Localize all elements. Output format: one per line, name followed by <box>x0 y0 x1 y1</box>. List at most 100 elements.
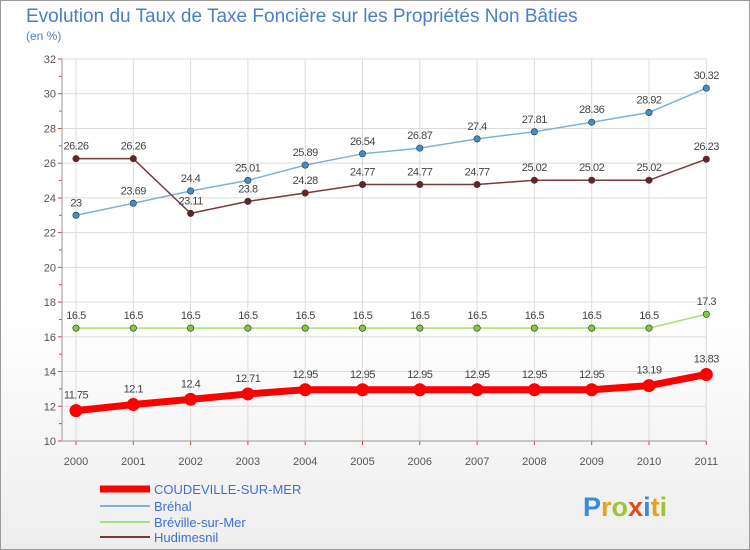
y-tick-label: 32 <box>44 54 56 66</box>
data-label: 16.5 <box>66 310 86 322</box>
data-point <box>129 324 137 332</box>
data-label: 23.69 <box>121 185 146 197</box>
data-label: 12.71 <box>235 373 260 385</box>
series-br-ville-sur-mer: 16.5 16.5 16.5 16.5 16.5 16.5 16.5 16.5 16.5 16.5… <box>66 296 717 332</box>
data-label: 23.8 <box>238 183 258 195</box>
data-point <box>187 324 195 332</box>
data-label: 16.5 <box>639 310 659 322</box>
x-tick-label: 2001 <box>121 456 145 468</box>
chart-subtitle: (en %) <box>26 29 61 43</box>
data-point <box>530 324 538 332</box>
y-tick-label: 28 <box>44 123 56 135</box>
data-label: 13.19 <box>636 365 661 377</box>
data-label: 16.5 <box>181 310 201 322</box>
data-point <box>702 310 710 318</box>
data-point <box>588 118 596 126</box>
series-line <box>75 313 708 329</box>
data-label: 16.5 <box>124 310 144 322</box>
data-label: 24.4 <box>181 173 201 185</box>
y-tick-label: 30 <box>44 89 56 101</box>
data-label: 16.5 <box>353 310 373 322</box>
axes: 10 12 14 16 18 20 22 24 26 28 30 32 2000 2001 2002 2003… <box>44 54 718 468</box>
y-tick-label: 12 <box>44 401 56 413</box>
series-line <box>75 87 708 217</box>
data-label: 25.89 <box>293 147 318 159</box>
y-tick-label: 18 <box>44 297 56 309</box>
data-point <box>645 324 653 332</box>
data-label: 26.23 <box>694 141 719 153</box>
data-point <box>244 197 252 205</box>
x-tick-label: 2008 <box>522 456 546 468</box>
y-tick-label: 10 <box>44 436 56 448</box>
data-point <box>642 379 656 393</box>
data-label: 26.26 <box>121 141 146 153</box>
series-hudimesnil: 26.26 26.26 23.11 23.8 24.28 24.77 24.77 24.77 2… <box>63 141 720 217</box>
chart-title: Evolution du Taux de Taxe Foncière sur l… <box>26 6 578 27</box>
data-label: 30.32 <box>694 70 719 82</box>
x-tick-label: 2010 <box>637 456 661 468</box>
series-line <box>72 370 710 415</box>
data-point <box>358 150 366 158</box>
x-tick-label: 2005 <box>350 456 374 468</box>
data-label: 12.95 <box>350 369 375 381</box>
data-label: 11.75 <box>64 390 89 402</box>
data-label: 23.11 <box>178 195 203 207</box>
legend: COUDEVILLE-SUR-MER BréhalBréville-sur-Mer… <box>100 482 301 545</box>
x-tick-label: 2002 <box>178 456 202 468</box>
data-point <box>72 211 80 219</box>
data-point <box>699 367 713 381</box>
y-tick-label: 22 <box>44 228 56 240</box>
series-layer: 23 23.69 24.4 25.01 25.89 26.54 26.87 27.4 27.81… <box>63 70 720 418</box>
data-point <box>473 135 481 143</box>
data-label: 28.36 <box>579 104 604 116</box>
series-br-hal: 23 23.69 24.4 25.01 25.89 26.54 26.87 27.4 27.81… <box>70 70 720 219</box>
data-point <box>530 128 538 136</box>
data-point <box>301 161 309 169</box>
x-tick-label: 2011 <box>694 456 718 468</box>
y-tick-label: 16 <box>44 332 56 344</box>
data-label: 17.3 <box>697 296 717 308</box>
legend-label: Bréhal <box>154 499 192 514</box>
data-point <box>416 324 424 332</box>
data-label: 26.26 <box>63 141 88 153</box>
data-label: 12.4 <box>181 378 201 390</box>
data-point <box>184 392 198 406</box>
data-point <box>358 181 366 189</box>
data-point <box>416 181 424 189</box>
x-tick-label: 2006 <box>408 456 432 468</box>
data-label: 16.5 <box>238 310 258 322</box>
data-point <box>244 324 252 332</box>
data-point <box>527 383 541 397</box>
data-label: 25.02 <box>522 162 547 174</box>
data-label: 12.95 <box>465 369 490 381</box>
series-coudeville-sur-mer: 11.75 12.1 12.4 12.71 12.95 12.95 12.95 12.95 12… <box>64 353 720 418</box>
legend-label: Bréville-sur-Mer <box>154 515 246 530</box>
data-label: 16.5 <box>295 310 315 322</box>
data-point <box>301 324 309 332</box>
x-tick-label: 2000 <box>64 456 88 468</box>
data-label: 26.87 <box>407 130 432 142</box>
data-point <box>129 155 137 163</box>
data-point <box>358 324 366 332</box>
x-tick-label: 2009 <box>579 456 603 468</box>
data-point <box>702 155 710 163</box>
data-label: 26.54 <box>350 136 375 148</box>
data-point <box>69 404 83 418</box>
data-label: 25.01 <box>235 162 260 174</box>
data-point <box>585 383 599 397</box>
data-point <box>588 324 596 332</box>
data-point <box>702 84 710 92</box>
data-point <box>298 383 312 397</box>
data-point <box>473 181 481 189</box>
data-label: 12.1 <box>124 384 144 396</box>
x-tick-label: 2004 <box>293 456 317 468</box>
data-label: 28.92 <box>636 94 661 106</box>
data-label: 16.5 <box>410 310 430 322</box>
data-point <box>301 189 309 197</box>
data-point <box>470 383 484 397</box>
grid-lines <box>62 58 707 442</box>
data-label: 12.95 <box>522 369 547 381</box>
data-point <box>241 387 255 401</box>
